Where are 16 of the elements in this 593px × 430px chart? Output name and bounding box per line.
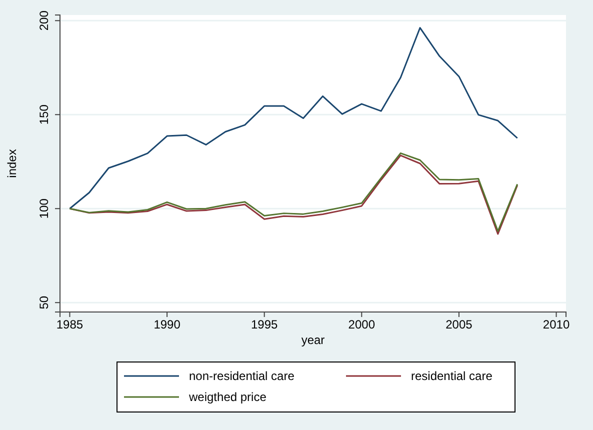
x-tick-label: 2010 — [542, 318, 570, 332]
legend-label: weigthed price — [188, 390, 267, 404]
legend-label: residential care — [411, 369, 493, 383]
x-tick-label: 2000 — [348, 318, 376, 332]
legend-label: non-residential care — [189, 369, 295, 383]
x-tick-label: 1985 — [56, 318, 84, 332]
y-tick-label: 50 — [37, 296, 51, 310]
line-series — [68, 27, 518, 210]
y-tick-label: 150 — [37, 104, 51, 125]
y-axis-title: index — [5, 149, 19, 178]
x-tick-label: 1990 — [154, 318, 181, 332]
y-tick-label: 100 — [37, 198, 51, 219]
x-axis-title: year — [301, 333, 325, 347]
y-tick-label: 200 — [37, 10, 51, 31]
x-tick-label: 1995 — [250, 318, 278, 332]
x-tick-label: 2005 — [446, 318, 473, 332]
